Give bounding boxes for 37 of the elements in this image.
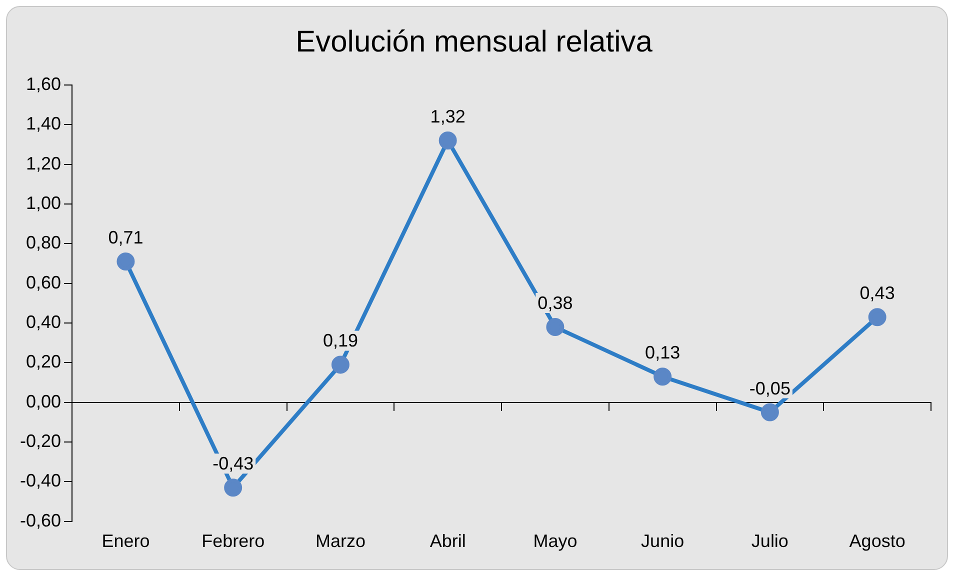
y-tick-label: 1,00 [26, 192, 62, 213]
x-tick-label: Febrero [202, 531, 265, 552]
y-tick-label: 1,40 [26, 114, 62, 134]
data-label: -0,43 [212, 454, 254, 474]
x-tick-label: Agosto [849, 531, 906, 552]
data-label: 1,32 [430, 106, 466, 127]
point [224, 478, 242, 497]
data-label: 0,38 [538, 292, 573, 313]
x-tick-label: Mayo [533, 531, 578, 552]
point [546, 318, 564, 336]
x-tick-label: Enero [102, 531, 150, 552]
y-tick-label: -0,60 [20, 510, 62, 530]
chart-title: Evolución mensual relativa [296, 25, 653, 58]
y-tick-label: 0,80 [26, 232, 62, 253]
data-label: -0,05 [749, 378, 790, 398]
data-label: 0,43 [860, 283, 895, 304]
point [760, 403, 779, 422]
y-tick-label: -0,40 [20, 470, 62, 491]
point [654, 368, 672, 386]
x-tick-label: Julio [751, 531, 788, 552]
data-label: 0,71 [108, 228, 144, 248]
point [116, 252, 135, 271]
y-tick-label: 1,60 [26, 74, 62, 94]
data-label: 0,19 [322, 330, 358, 351]
x-tick-label: Marzo [315, 531, 366, 552]
y-tick-label: 1,20 [26, 153, 62, 174]
y-tick-label: 0,40 [26, 312, 62, 332]
x-tick-label: Abril [430, 531, 466, 552]
point [438, 132, 457, 150]
point [331, 356, 350, 374]
x-tick-label: Junio [641, 531, 684, 552]
point [868, 308, 886, 326]
y-tick-label: -0,20 [20, 431, 62, 452]
data-label: 0,13 [645, 342, 680, 363]
y-tick-label: 0,20 [26, 352, 62, 372]
y-tick-label: 0,60 [26, 272, 62, 292]
y-tick-label: 0,00 [26, 391, 62, 412]
